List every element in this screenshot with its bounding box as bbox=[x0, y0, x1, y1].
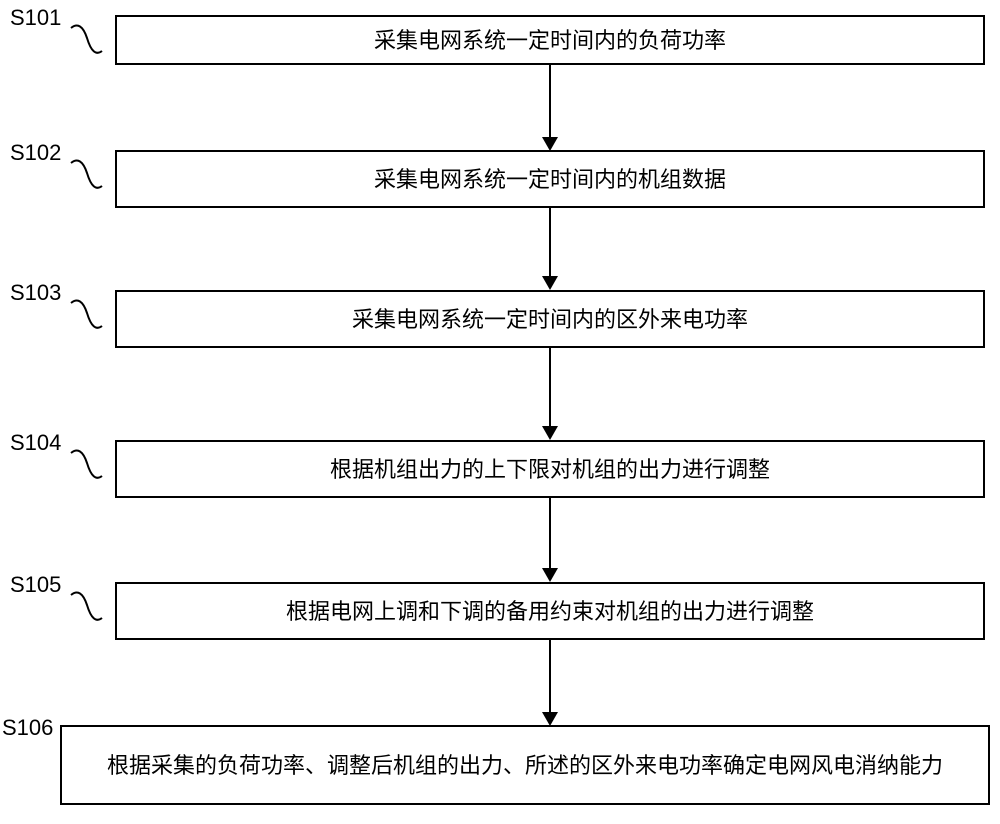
step-box: 根据采集的负荷功率、调整后机组的出力、所述的区外来电功率确定电网风电消纳能力 bbox=[60, 725, 990, 805]
step-s104: S104 bbox=[10, 440, 104, 485]
arrow-down-icon bbox=[542, 65, 558, 151]
step-box: 根据电网上调和下调的备用约束对机组的出力进行调整 bbox=[115, 582, 985, 640]
step-s103: S103 bbox=[10, 290, 104, 335]
step-s105: S105 bbox=[10, 582, 104, 627]
step-label: S106 bbox=[2, 715, 53, 741]
step-box: 采集电网系统一定时间内的负荷功率 bbox=[115, 15, 985, 65]
arrow-down-icon bbox=[542, 348, 558, 440]
step-s102: S102 bbox=[10, 150, 104, 195]
arrow-line bbox=[549, 498, 551, 568]
arrow-line bbox=[549, 65, 551, 137]
arrow-head bbox=[542, 426, 558, 440]
arrow-line bbox=[549, 348, 551, 426]
arrow-down-icon bbox=[542, 640, 558, 726]
arrow-head bbox=[542, 137, 558, 151]
arrow-head bbox=[542, 568, 558, 582]
step-connector-icon bbox=[69, 23, 104, 68]
step-label: S102 bbox=[10, 140, 61, 166]
arrow-line bbox=[549, 640, 551, 712]
step-connector-icon bbox=[69, 158, 104, 203]
step-label: S103 bbox=[10, 280, 61, 306]
step-s101: S101 bbox=[10, 15, 104, 60]
arrow-head bbox=[542, 276, 558, 290]
step-box: 根据机组出力的上下限对机组的出力进行调整 bbox=[115, 440, 985, 498]
arrow-down-icon bbox=[542, 208, 558, 290]
step-box: 采集电网系统一定时间内的区外来电功率 bbox=[115, 290, 985, 348]
arrow-down-icon bbox=[542, 498, 558, 582]
step-box: 采集电网系统一定时间内的机组数据 bbox=[115, 150, 985, 208]
step-connector-icon bbox=[69, 590, 104, 635]
step-connector-icon bbox=[69, 448, 104, 493]
step-label: S105 bbox=[10, 572, 61, 598]
step-label: S101 bbox=[10, 5, 61, 31]
step-label: S104 bbox=[10, 430, 61, 456]
step-connector-icon bbox=[69, 298, 104, 343]
arrow-head bbox=[542, 712, 558, 726]
flowchart-container: S101采集电网系统一定时间内的负荷功率S102采集电网系统一定时间内的机组数据… bbox=[0, 0, 1000, 824]
arrow-line bbox=[549, 208, 551, 276]
